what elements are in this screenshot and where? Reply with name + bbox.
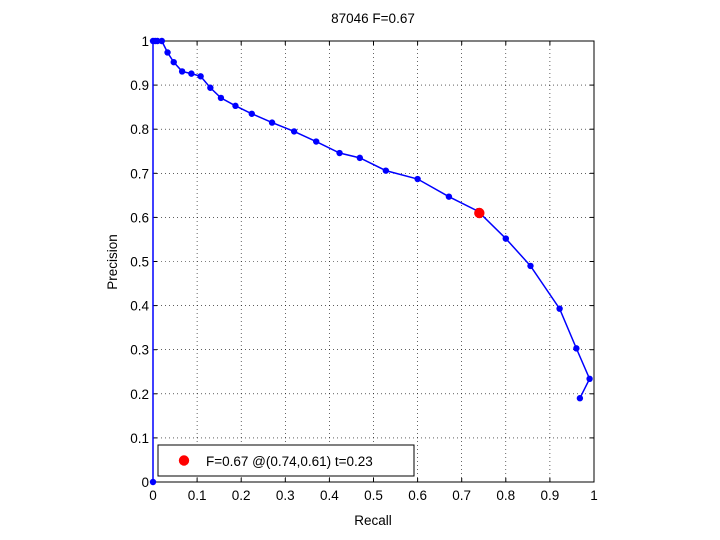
best-f-point <box>474 207 485 219</box>
x-tick-label: 0.1 <box>188 488 207 503</box>
pr-curve-point <box>207 84 214 91</box>
pr-curve-point <box>527 262 534 270</box>
x-tick-label: 0.3 <box>276 488 295 503</box>
pr-curve-point <box>178 68 186 75</box>
y-tick-label: 0.9 <box>130 78 149 93</box>
y-axis-label: Precision <box>105 234 120 290</box>
grid-lines <box>153 41 594 482</box>
legend: F=0.67 @(0.74,0.61) t=0.23 <box>157 444 415 477</box>
y-tick-label: 0.5 <box>130 255 149 270</box>
pr-curve-point <box>414 175 421 183</box>
y-tick-label: 0 <box>141 475 149 490</box>
pr-curve-point <box>502 235 509 242</box>
pr-curve-point <box>556 305 563 312</box>
highlight-layer <box>474 207 485 219</box>
y-tick-label: 0.2 <box>130 387 149 402</box>
pr-curve-point <box>188 70 195 77</box>
legend-box <box>157 444 415 477</box>
legend-label: F=0.67 @(0.74,0.61) t=0.23 <box>206 454 373 469</box>
pr-curve-point <box>164 49 171 56</box>
y-tick-label: 0.4 <box>130 299 149 314</box>
x-tick-label: 0.6 <box>408 488 427 503</box>
y-tick-label: 0.8 <box>130 122 149 137</box>
pr-curve-point <box>170 58 177 66</box>
tick-labels: 0 0.1 0.2 0.3 0.4 0.5 0.6 0.7 0.8 0.9 1 0 0.1 0.2 0.3 0… <box>130 34 598 503</box>
x-tick-label: 1 <box>590 488 598 503</box>
y-tick-label: 0.7 <box>130 166 149 181</box>
series-layer <box>149 37 593 486</box>
pr-curve-point <box>197 73 204 80</box>
pr-curve-point <box>217 94 225 102</box>
x-axis-label: Recall <box>354 513 392 528</box>
x-tick-label: 0.9 <box>541 488 560 503</box>
pr-curve-point <box>232 102 239 110</box>
pr-curve-point <box>154 37 161 45</box>
pr-curve-point <box>356 154 364 162</box>
y-tick-label: 1 <box>141 34 149 49</box>
y-tick-label: 0.6 <box>130 210 149 225</box>
pr-curve-point <box>586 375 593 383</box>
x-tick-label: 0.2 <box>232 488 251 503</box>
pr-curve-point <box>576 395 584 402</box>
pr-curve-point <box>149 478 157 486</box>
pr-curve-point <box>445 193 453 200</box>
x-tick-label: 0 <box>149 488 157 503</box>
pr-curve-point <box>290 128 298 135</box>
x-tick-label: 0.4 <box>320 488 339 503</box>
pr-curve-point <box>312 138 320 145</box>
pr-curve-point <box>268 119 276 126</box>
x-tick-label: 0.7 <box>452 488 471 503</box>
x-tick-label: 0.8 <box>496 488 515 503</box>
pr-curve-point <box>158 37 166 45</box>
chart-title: 87046 F=0.67 <box>331 11 415 26</box>
x-tick-label: 0.5 <box>364 488 383 503</box>
pr-curve-point <box>573 345 580 352</box>
pr-curve-point <box>336 149 343 157</box>
y-tick-label: 0.1 <box>130 431 149 446</box>
y-tick-label: 0.3 <box>130 343 149 358</box>
pr-curve-point <box>382 167 390 174</box>
pr-curve-point <box>248 110 255 117</box>
legend-marker <box>178 455 190 466</box>
